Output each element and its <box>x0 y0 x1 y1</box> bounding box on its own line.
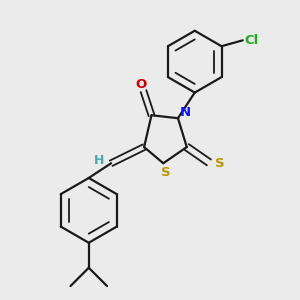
Text: Cl: Cl <box>244 34 259 47</box>
Text: S: S <box>215 157 225 170</box>
Text: H: H <box>94 154 104 167</box>
Text: S: S <box>161 166 170 178</box>
Text: O: O <box>135 78 146 91</box>
Text: N: N <box>180 106 191 119</box>
